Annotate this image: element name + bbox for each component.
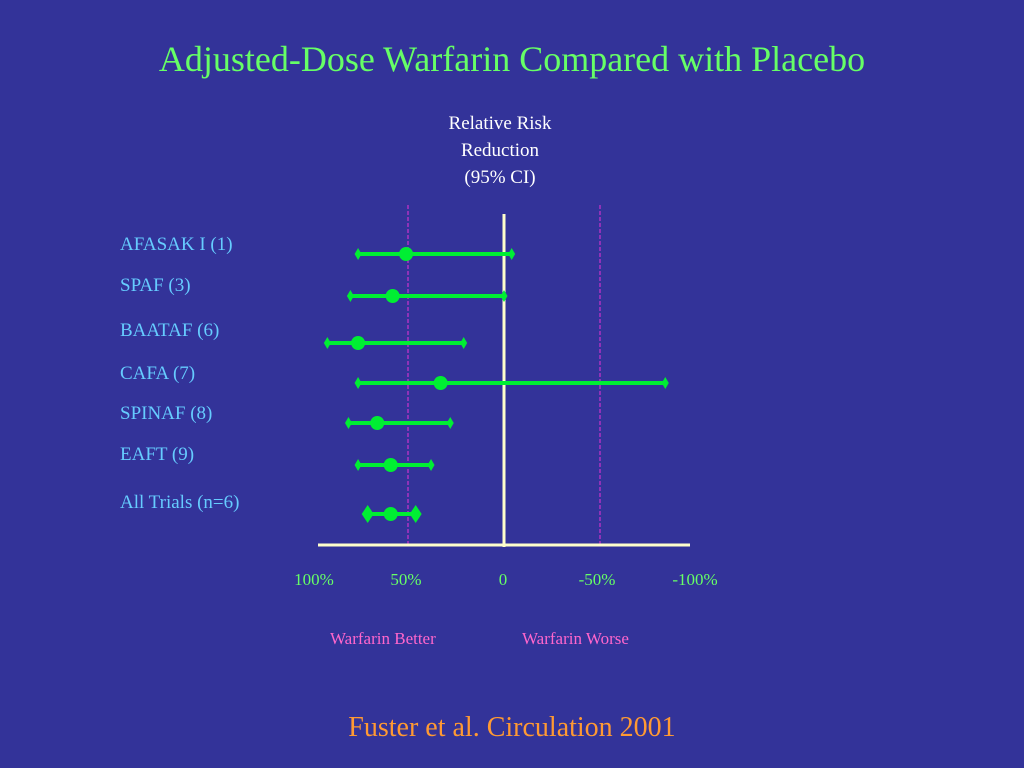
ci-end-marker <box>508 248 516 260</box>
trial-row <box>354 247 516 261</box>
ci-end-marker <box>361 505 374 523</box>
trial-label-afasak: AFASAK I (1) <box>120 234 233 255</box>
subtitle-line: (95% CI) <box>464 167 536 188</box>
x-tick-label: -100% <box>672 570 718 589</box>
ci-end-marker <box>460 337 468 349</box>
ci-end-marker <box>661 377 669 389</box>
trial-label-spaf: SPAF (3) <box>120 275 191 296</box>
trial-row <box>344 416 454 430</box>
trial-row <box>354 458 435 472</box>
warfarin-better-label: Warfarin Better <box>330 629 436 648</box>
trial-label-baataf: BAATAF (6) <box>120 320 220 341</box>
ci-end-marker <box>500 290 508 302</box>
ci-end-marker <box>409 505 422 523</box>
trial-row <box>323 336 468 350</box>
trial-row <box>354 376 669 390</box>
point-estimate <box>351 336 366 350</box>
subtitle-line: Reduction <box>460 140 540 161</box>
ci-end-marker <box>344 417 352 429</box>
ci-end-marker <box>323 337 331 349</box>
point-estimate <box>399 247 414 261</box>
trial-label-cafa: CAFA (7) <box>120 363 196 384</box>
warfarin-worse-label: Warfarin Worse <box>522 629 629 648</box>
chart-subtitle: Relative Risk Reduction (95% CI) <box>400 110 600 191</box>
ci-end-marker <box>354 377 362 389</box>
ci-end-marker <box>354 459 362 471</box>
x-tick-label: -50% <box>578 570 616 589</box>
citation: Fuster et al. Circulation 2001 <box>348 712 676 743</box>
point-estimate <box>370 416 385 430</box>
subtitle-line: Relative Risk <box>448 113 552 134</box>
x-tick-label: 50% <box>390 570 422 589</box>
trial-row <box>361 505 422 523</box>
x-tick-label: 100% <box>294 570 334 589</box>
ci-end-marker <box>427 459 435 471</box>
trial-row <box>346 289 508 303</box>
x-tick-label: 0 <box>498 570 508 589</box>
ci-end-marker <box>354 248 362 260</box>
ci-end-marker <box>346 290 354 302</box>
ci-end-marker <box>446 417 454 429</box>
point-estimate <box>433 376 448 390</box>
point-estimate <box>383 507 398 521</box>
point-estimate <box>383 458 398 472</box>
trial-label-all-trials: All Trials (n=6) <box>120 492 240 513</box>
trial-label-spinaf: SPINAF (8) <box>120 403 213 424</box>
point-estimate <box>385 289 400 303</box>
slide-title: Adjusted-Dose Warfarin Compared with Pla… <box>158 39 866 79</box>
trial-label-eaft: EAFT (9) <box>120 444 195 465</box>
